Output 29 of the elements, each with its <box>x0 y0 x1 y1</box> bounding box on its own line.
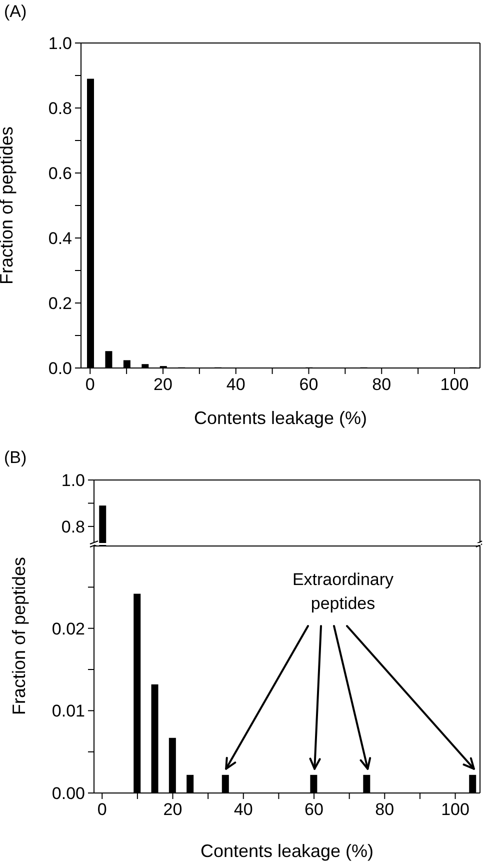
y-tick-label: 0.0 <box>48 359 72 378</box>
y-tick-label: 1.0 <box>61 471 85 490</box>
x-axis-title: Contents leakage (%) <box>200 841 374 861</box>
annotation: Extraordinary peptides <box>291 569 395 615</box>
y-tick-label: 1.0 <box>48 34 72 54</box>
y-tick-label: 0.8 <box>61 517 85 536</box>
y-tick-label: 0.01 <box>52 702 85 721</box>
y-tick-label: 0.00 <box>52 784 85 804</box>
x-tick-label: 40 <box>226 375 246 394</box>
x-tick-label: 20 <box>154 375 172 394</box>
x-tick-label: 80 <box>372 375 392 394</box>
y-tick-label: 0.4 <box>48 229 72 248</box>
x-tick-label: 80 <box>375 800 394 820</box>
y-tick-label: 0.6 <box>48 164 72 184</box>
chart-title: (A) <box>4 2 27 22</box>
x-tick-label: 20 <box>163 800 182 820</box>
x-tick-label: 100 <box>441 800 470 820</box>
x-tick-label: 0 <box>97 800 107 820</box>
x-tick-label: 40 <box>234 800 253 820</box>
chart-title: (B) <box>4 448 27 468</box>
y-tick-label: 0.02 <box>52 619 85 638</box>
y-axis-title: Fraction of peptides <box>8 556 29 716</box>
x-tick-label: 100 <box>440 375 469 394</box>
x-tick-label: 60 <box>299 375 318 394</box>
y-tick-label: 0.8 <box>48 99 72 118</box>
x-tick-label: 0 <box>85 375 95 394</box>
y-tick-label: 0.2 <box>48 294 72 314</box>
x-axis-title: Contents leakage (%) <box>194 408 368 428</box>
x-tick-label: 60 <box>304 800 324 820</box>
